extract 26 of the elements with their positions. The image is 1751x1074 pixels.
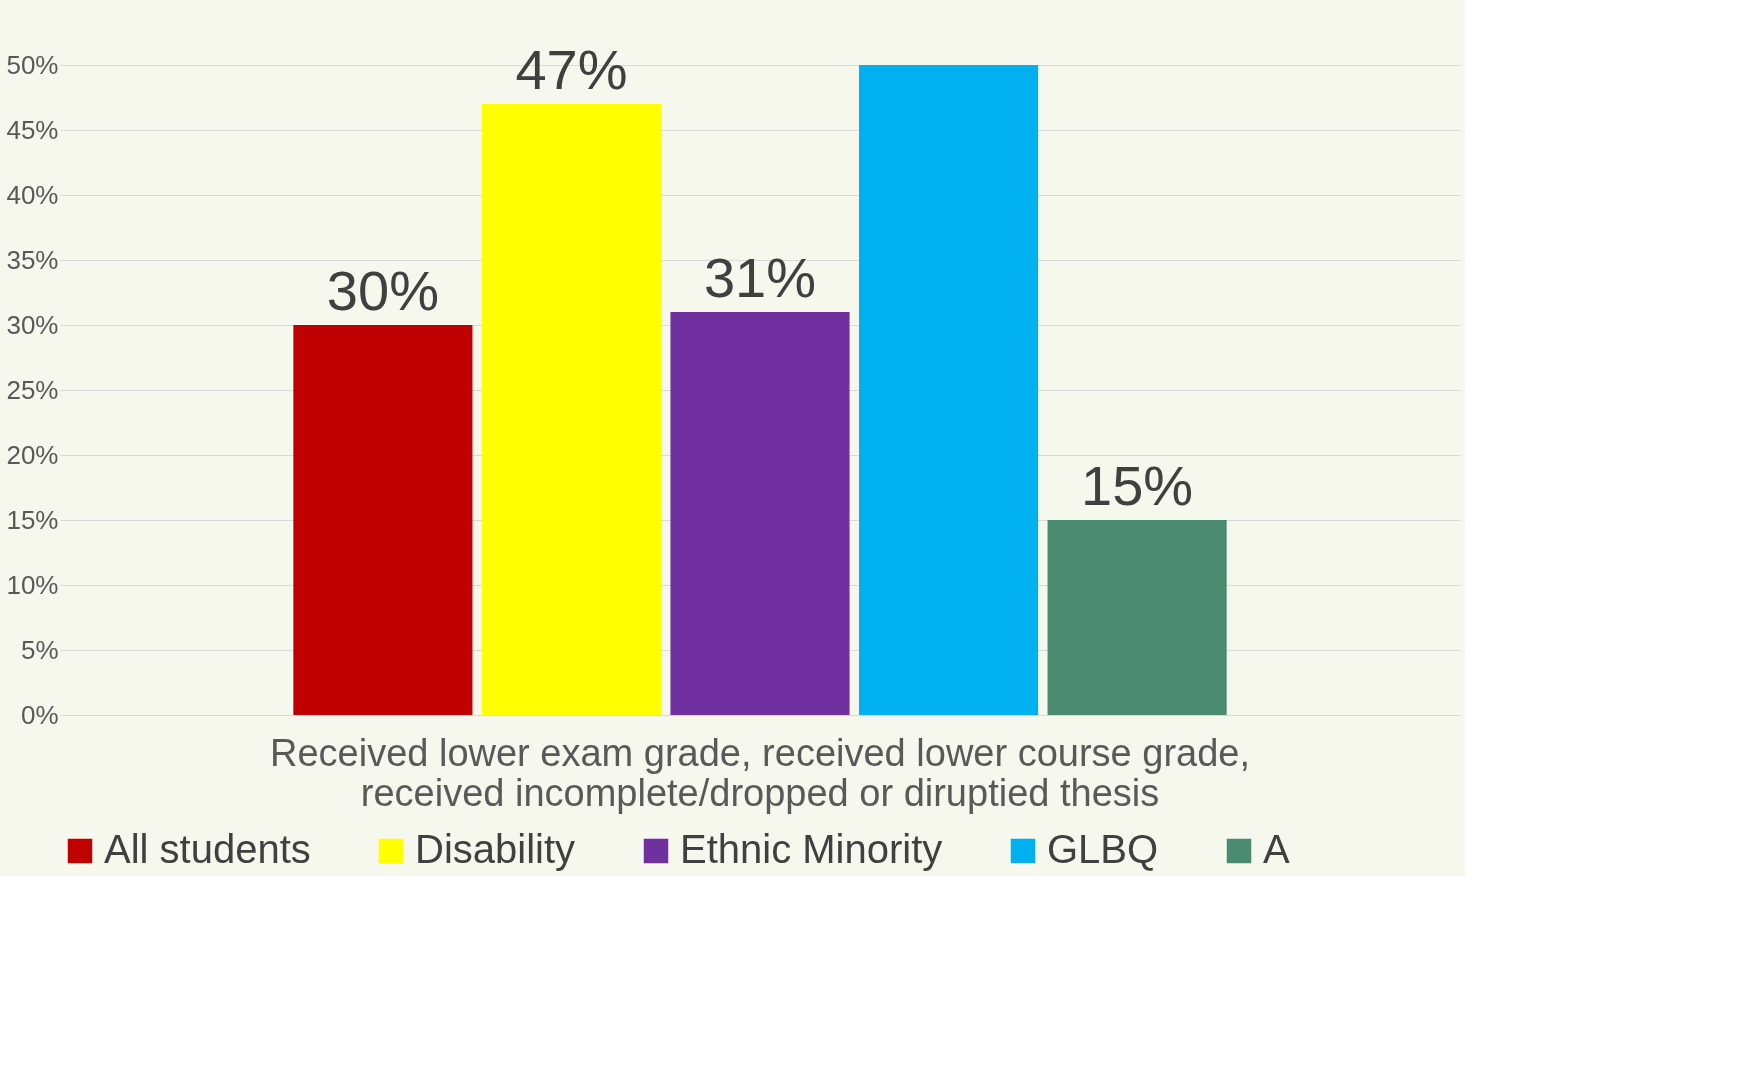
data-label: 30% (326, 259, 439, 322)
y-tick-label: 10% (6, 569, 59, 600)
data-label: 15% (1081, 454, 1194, 517)
legend-label: A (1263, 827, 1290, 871)
bar (481, 104, 662, 715)
y-tick-label: 25% (6, 374, 59, 405)
bar (293, 325, 473, 715)
y-tick-label: 0% (20, 699, 59, 730)
data-label: 47% (515, 38, 628, 101)
y-tick-label: 50% (6, 49, 59, 80)
x-tick-label: Received lower exam grade, received lower course grade, received incomplete/dropped or diruptied thesis (269, 731, 1251, 814)
legend-label: GLBQ (1047, 827, 1159, 871)
y-tick-label: 20% (6, 439, 59, 470)
bar (858, 65, 1039, 715)
y-tick-label: 5% (20, 634, 59, 665)
legend-label: Disability (415, 827, 576, 871)
y-tick-label: 45% (6, 114, 59, 145)
y-tick-label: 15% (6, 504, 59, 535)
y-tick-label: 35% (6, 244, 59, 275)
y-tick-label: 30% (6, 309, 59, 340)
bar (1047, 520, 1227, 715)
legend-label: Ethnic Minority (680, 827, 943, 871)
legend-label: All students (104, 827, 311, 871)
data-label: 31% (703, 246, 817, 309)
bar (670, 312, 850, 715)
y-tick-label: 40% (6, 179, 59, 210)
